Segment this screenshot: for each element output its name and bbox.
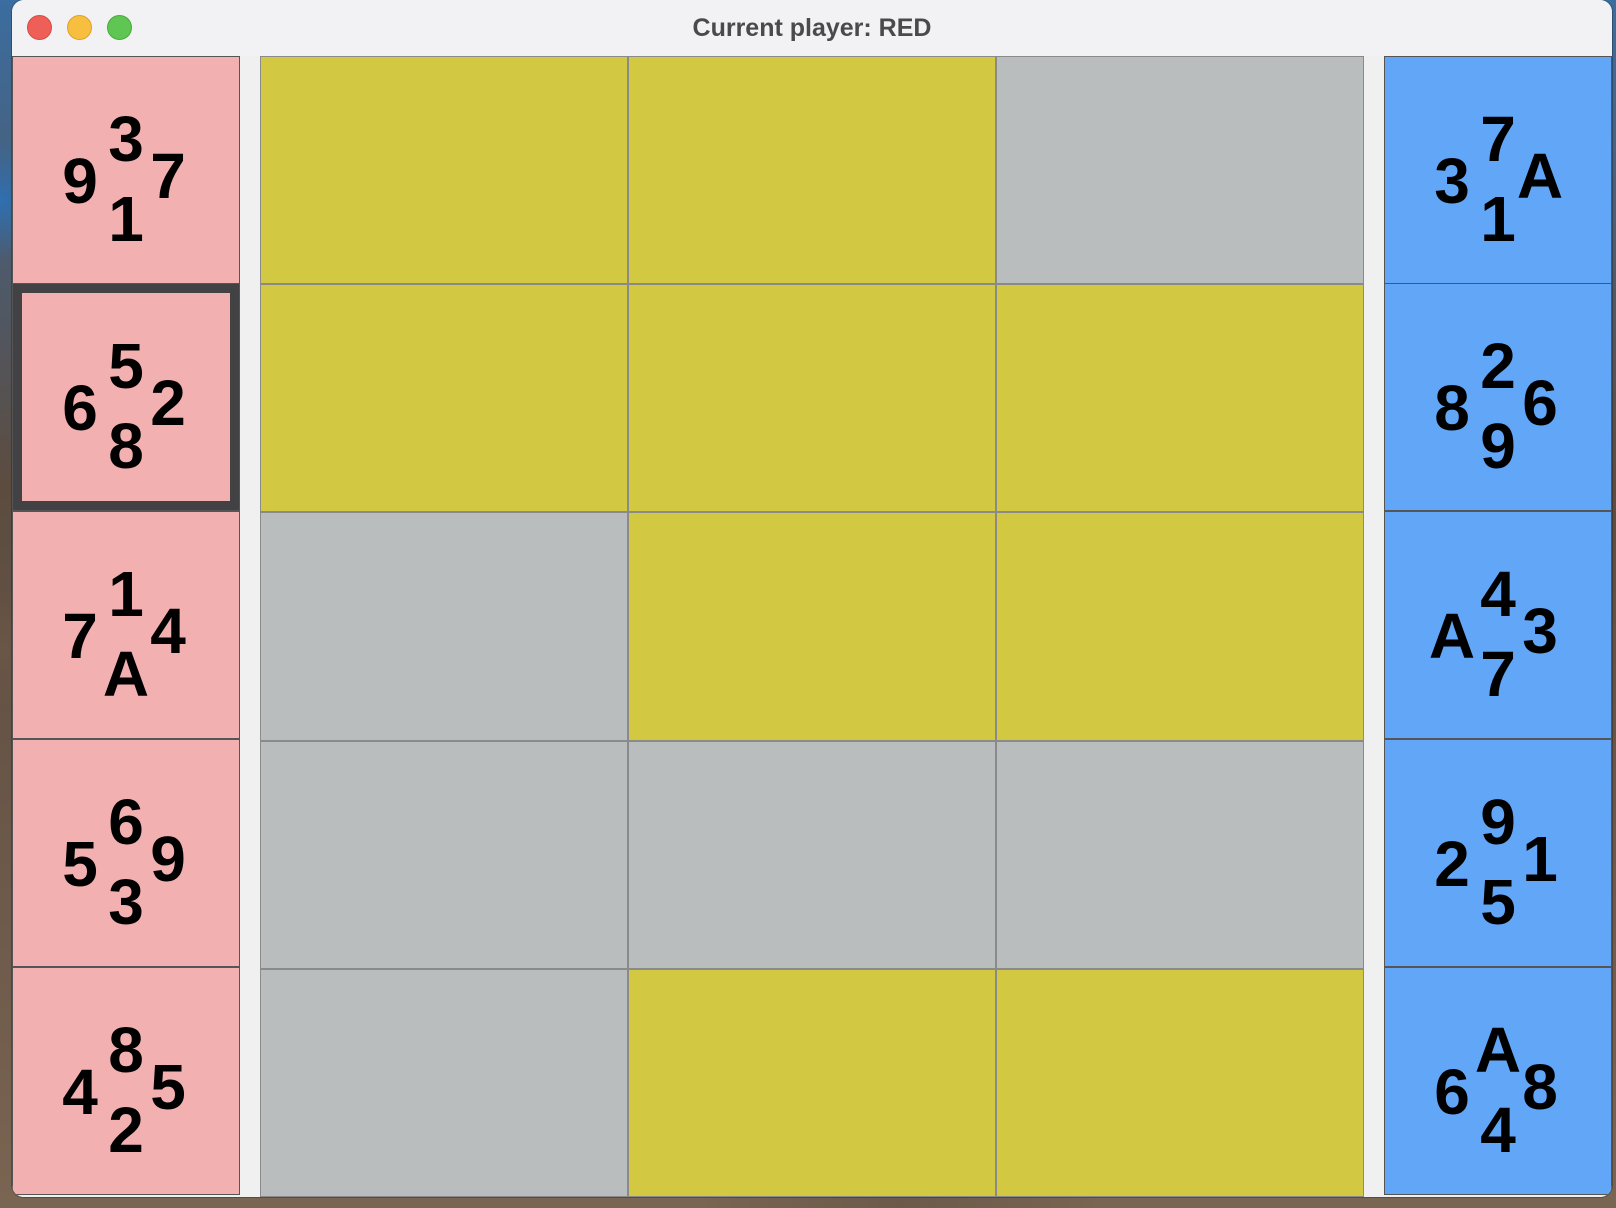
card-value-bottom: 2 <box>108 1094 144 1166</box>
card-value-top: 3 <box>108 103 144 175</box>
window-title: Current player: RED <box>692 14 932 42</box>
board-cell[interactable] <box>260 56 628 285</box>
card-value-bottom: A <box>102 638 150 710</box>
card-value-left: A <box>1428 600 1476 672</box>
board-cell[interactable] <box>628 968 996 1197</box>
card-value-left: 5 <box>62 828 98 900</box>
card-value-top: 1 <box>108 558 144 630</box>
card-value-left: 8 <box>1434 372 1470 444</box>
maximize-window-button[interactable] <box>107 15 132 40</box>
card-value-bottom: 9 <box>1480 410 1516 482</box>
card-value-bottom: 1 <box>1480 183 1516 255</box>
card-value-top: 7 <box>1480 103 1516 175</box>
card-value-top: 9 <box>1480 786 1516 858</box>
card-value-right: 1 <box>1522 823 1558 895</box>
card-value-bottom: 3 <box>108 866 144 938</box>
card-value-right: 8 <box>1522 1051 1558 1123</box>
card-value-top: 5 <box>108 330 144 402</box>
card-value-top: 2 <box>1480 330 1516 402</box>
card-value-left: 7 <box>62 600 98 672</box>
board-cell[interactable] <box>996 284 1364 513</box>
card-value-bottom: 1 <box>108 183 144 255</box>
board-cell[interactable] <box>260 968 628 1197</box>
board-cell[interactable] <box>628 512 996 741</box>
card-value-top: 6 <box>108 786 144 858</box>
minimize-window-button[interactable] <box>67 15 92 40</box>
card-value-top: 4 <box>1480 558 1516 630</box>
board-cell[interactable] <box>996 968 1364 1197</box>
card-value-left: 6 <box>62 372 98 444</box>
board-cell[interactable] <box>628 56 996 285</box>
card-value-right: A <box>1516 140 1564 212</box>
card-value-right: 4 <box>150 595 186 667</box>
card-value-right: 5 <box>150 1051 186 1123</box>
card-value-left: 4 <box>62 1056 98 1128</box>
board-cell[interactable] <box>260 284 628 513</box>
card-value-right: 2 <box>150 367 186 439</box>
card-value-right: 6 <box>1522 367 1558 439</box>
board-cell[interactable] <box>628 740 996 969</box>
game-board <box>260 56 1364 1197</box>
card-value-right: 9 <box>150 823 186 895</box>
card-value-bottom: 8 <box>108 410 144 482</box>
board-cell[interactable] <box>996 56 1364 285</box>
card-value-left: 2 <box>1434 828 1470 900</box>
title-bar: Current player: RED <box>12 0 1612 57</box>
card-value-right: 3 <box>1522 595 1558 667</box>
card-value-bottom: 5 <box>1480 866 1516 938</box>
board-cell[interactable] <box>996 740 1364 969</box>
card-value-bottom: 7 <box>1480 638 1516 710</box>
close-window-button[interactable] <box>27 15 52 40</box>
board-cell[interactable] <box>260 512 628 741</box>
card-value-left: 3 <box>1434 145 1470 217</box>
card-value-top: 8 <box>108 1014 144 1086</box>
card-value-right: 7 <box>150 140 186 212</box>
board-cell[interactable] <box>260 740 628 969</box>
card-value-left: 9 <box>62 145 98 217</box>
board-cell[interactable] <box>996 512 1364 741</box>
card-value-left: 6 <box>1434 1056 1470 1128</box>
board-cell[interactable] <box>628 284 996 513</box>
card-value-bottom: 4 <box>1480 1094 1516 1166</box>
card-value-top: A <box>1474 1014 1522 1086</box>
